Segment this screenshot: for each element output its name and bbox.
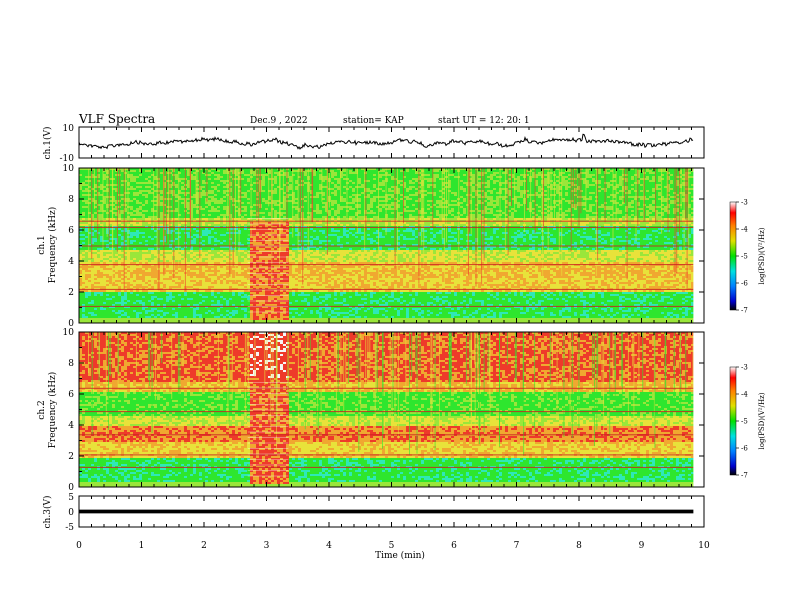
- ch2-spec-ytick-10: 10: [63, 328, 75, 338]
- ch2-colorbar-label: log(PSD)(V²/Hz): [758, 392, 766, 449]
- date-label: Dec.9 , 2022: [250, 116, 308, 126]
- ch3-ylabel: ch.3(V): [42, 496, 53, 529]
- ch2-colorbar-tick--3: -3: [741, 364, 748, 372]
- ch1-channel-label: ch.1: [37, 235, 47, 254]
- ch1-ytick-top: 10: [63, 124, 75, 134]
- ch1-spectrogram: 0 2 4 6 8 10 ch.1 Frequency (kHz): [37, 164, 705, 329]
- ch1-colorbar-gradient: [729, 201, 737, 311]
- figure-title: VLF Spectra: [78, 112, 155, 126]
- ch2-colorbar-tick--4: -4: [741, 391, 748, 399]
- ch2-colorbar-tick--5: -5: [741, 418, 748, 426]
- ch1-spec-ytick-2: 2: [68, 288, 74, 298]
- ch2-spectrogram: 0 2 4 6 8 10 ch.2 Frequency (kHz): [37, 328, 705, 493]
- xtick-label-3: 3: [264, 541, 270, 551]
- xtick-label-5: 5: [389, 541, 395, 551]
- ch1-colorbar-tick--7: -7: [741, 307, 748, 315]
- ch1-spec-ytick-4: 4: [68, 257, 74, 267]
- xtick-label-10: 10: [698, 541, 710, 551]
- xtick-label-9: 9: [639, 541, 645, 551]
- x-axis-ticks: [78, 127, 705, 527]
- xtick-label-2: 2: [201, 541, 207, 551]
- ch1-ylabel: ch.1(V): [42, 127, 53, 160]
- ch2-spectrogram-image: [79, 332, 704, 487]
- ch2-spec-ytick-8: 8: [68, 359, 74, 369]
- xtick-label-8: 8: [576, 541, 582, 551]
- ch3-ytick-mid: 0: [68, 508, 74, 518]
- ch1-colorbar: -3 -4 -5 -6 -7 log(PSD)(V²/Hz): [729, 199, 766, 315]
- ch1-spec-ytick-0: 0: [68, 319, 74, 329]
- ch2-spec-ytick-0: 0: [68, 483, 74, 493]
- x-axis-label: Time (min): [375, 550, 425, 561]
- ch1-spectrogram-image: [79, 168, 704, 323]
- ch2-freq-label: Frequency (kHz): [47, 372, 58, 449]
- ch2-channel-label: ch.2: [37, 400, 47, 419]
- ch1-spec-ytick-8: 8: [68, 195, 74, 205]
- ch1-freq-label: Frequency (kHz): [47, 207, 58, 284]
- xtick-label-7: 7: [514, 541, 520, 551]
- ch1-colorbar-label: log(PSD)(V²/Hz): [758, 227, 766, 284]
- station-label: station= KAP: [343, 116, 404, 126]
- ch3-ytick-bottom: -5: [65, 523, 74, 533]
- xtick-label-4: 4: [326, 541, 332, 551]
- ch2-colorbar-tick--7: -7: [741, 472, 748, 480]
- ch1-spec-ytick-10: 10: [63, 164, 75, 174]
- xtick-label-6: 6: [451, 541, 457, 551]
- ch2-spec-ytick-6: 6: [68, 390, 74, 400]
- ch3-waveform-band: [79, 509, 694, 514]
- ch2-colorbar-gradient: [729, 366, 737, 476]
- ch2-colorbar: -3 -4 -5 -6 -7 log(PSD)(V²/Hz): [729, 364, 766, 480]
- x-axis-tick-labels: 0 1 2 3 4 5 6 7 8 9 10: [76, 541, 710, 551]
- ch1-colorbar-tick--3: -3: [741, 199, 748, 207]
- ch1-spec-ytick-6: 6: [68, 226, 74, 236]
- ch1-colorbar-tick--6: -6: [741, 280, 748, 288]
- ch1-colorbar-tick--4: -4: [741, 226, 748, 234]
- ch2-spec-ytick-2: 2: [68, 452, 74, 462]
- start-time-label: start UT = 12: 20: 1: [438, 116, 530, 126]
- xtick-label-1: 1: [139, 541, 145, 551]
- ch2-spec-ytick-4: 4: [68, 421, 74, 431]
- ch1-ytick-bottom: -10: [60, 154, 75, 164]
- ch1-colorbar-tick--5: -5: [741, 253, 748, 261]
- ch1-waveform-line: [78, 133, 694, 150]
- ch2-colorbar-tick--6: -6: [741, 445, 748, 453]
- ch3-ytick-top: 5: [68, 493, 74, 503]
- xtick-label-0: 0: [76, 541, 82, 551]
